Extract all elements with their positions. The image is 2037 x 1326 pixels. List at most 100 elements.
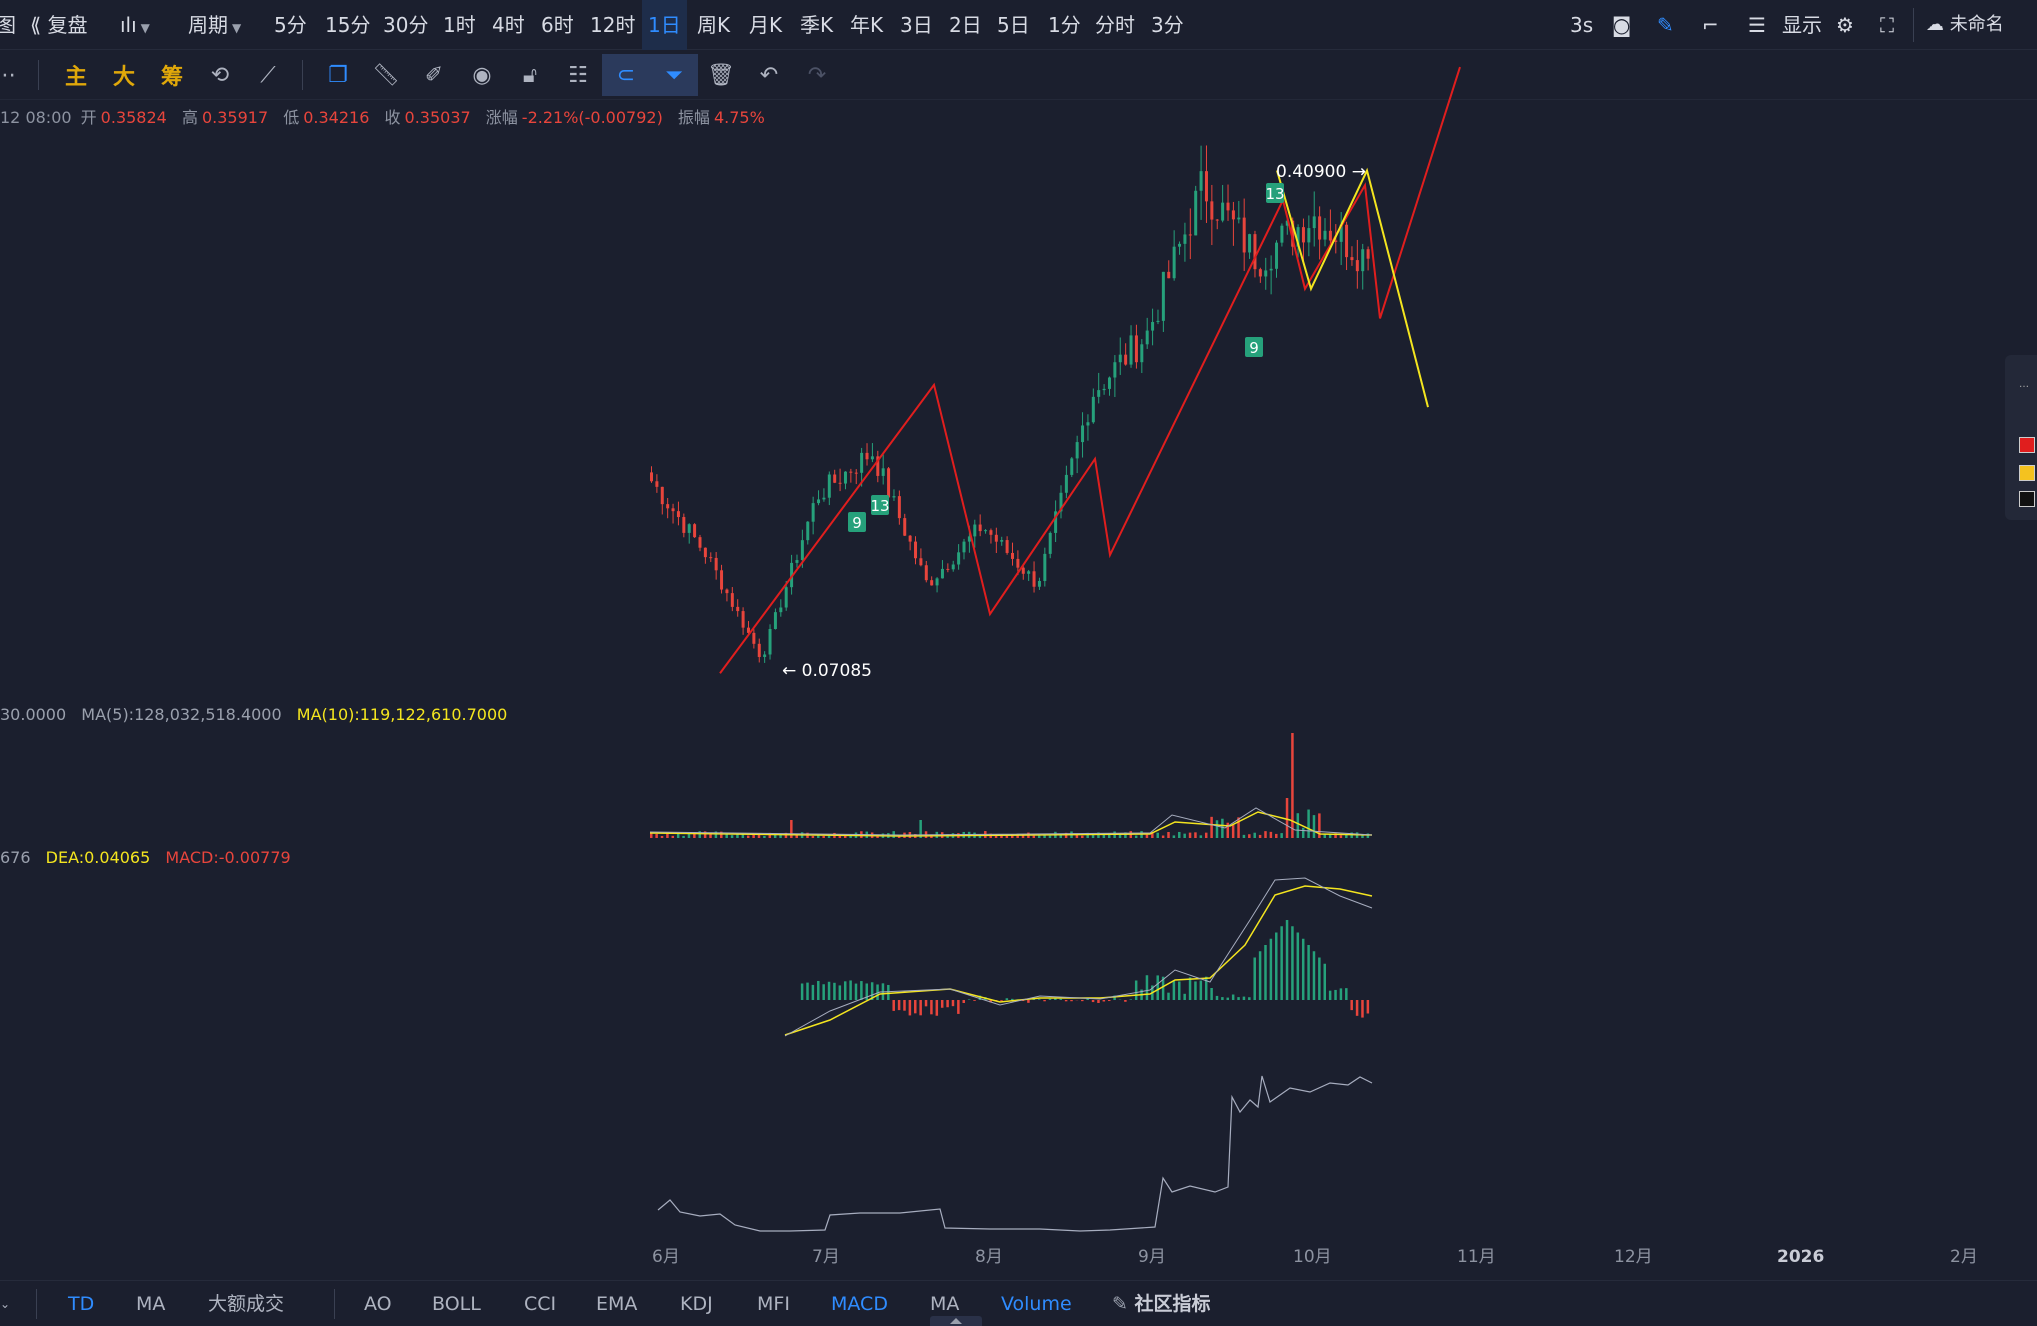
- visibility-icon[interactable]: ◉: [472, 62, 492, 88]
- candle-body: [924, 565, 928, 581]
- macd-bar: [1275, 932, 1278, 1000]
- tab-boll[interactable]: BOLL: [432, 1293, 481, 1315]
- period-2d[interactable]: 2日: [949, 13, 982, 37]
- tab-ma-sub[interactable]: MA: [930, 1293, 960, 1315]
- candle-body: [1081, 425, 1085, 443]
- sync-icon[interactable]: ⟲: [210, 62, 230, 88]
- period-6h[interactable]: 6时: [541, 13, 574, 37]
- tab-ao[interactable]: AO: [364, 1293, 392, 1315]
- tab-ma[interactable]: MA: [136, 1293, 166, 1315]
- period-month[interactable]: 月K: [749, 13, 783, 37]
- period-3m[interactable]: 3分: [1151, 13, 1184, 37]
- color-swatch-yellow[interactable]: [2019, 465, 2035, 481]
- period-timeshare[interactable]: 分时: [1095, 13, 1135, 37]
- tab-large-trades[interactable]: 大额成交: [208, 1293, 285, 1315]
- period-week[interactable]: 周K: [697, 13, 731, 37]
- candle-body: [1043, 553, 1047, 581]
- macd-bar: [1178, 981, 1181, 1000]
- tab-macd[interactable]: MACD: [831, 1293, 888, 1315]
- community-indicators-button[interactable]: ✎ 社区指标: [1112, 1281, 1211, 1326]
- candle-body: [790, 562, 794, 588]
- tab-ema[interactable]: EMA: [596, 1293, 638, 1315]
- magnet-icon[interactable]: ⊂: [602, 54, 650, 96]
- chips-button[interactable]: 筹: [160, 65, 183, 90]
- period-15m[interactable]: 15分: [325, 13, 371, 37]
- cloud-layout-button[interactable]: ☁ 未命名: [1926, 0, 2004, 50]
- candle-body: [930, 580, 934, 586]
- price-chart[interactable]: 0.40900 → ← 0.07085 9 13 9 13 6月 7月 8月 9月 1…: [0, 0, 2037, 1280]
- volume-bar: [1301, 827, 1305, 838]
- macd-bar: [833, 982, 836, 1000]
- macd-bar: [989, 1000, 992, 1003]
- period-5d[interactable]: 5日: [997, 13, 1030, 37]
- filter-icon[interactable]: ⏷: [650, 54, 698, 96]
- x-axis: 6月 7月 8月 9月 10月 11月 12月 2026 2月: [652, 1247, 1978, 1267]
- candle-body: [962, 541, 966, 553]
- volume-bar: [876, 835, 879, 838]
- volume-bar: [919, 820, 922, 838]
- color-swatch-black[interactable]: [2019, 491, 2035, 507]
- chart-type-dropdown[interactable]: ılı ▼: [120, 0, 150, 50]
- period-1h[interactable]: 1时: [443, 13, 476, 37]
- macd-bar: [1161, 976, 1165, 1000]
- x-tick: 7月: [812, 1247, 840, 1267]
- volume-bar: [1328, 834, 1332, 838]
- fullscreen-icon[interactable]: ⛶: [1880, 13, 1894, 37]
- tab-cci[interactable]: CCI: [524, 1293, 557, 1315]
- candle-body: [1355, 260, 1359, 272]
- copy-icon[interactable]: ❐: [328, 62, 348, 88]
- redo-icon[interactable]: ↷: [807, 62, 827, 88]
- settings-icon[interactable]: ⚙: [1836, 13, 1854, 37]
- volume-bar: [1231, 824, 1235, 838]
- unlock-icon[interactable]: 🔓︎: [522, 62, 538, 88]
- period-5m[interactable]: 5分: [274, 13, 307, 37]
- candle-body: [1237, 217, 1241, 220]
- macd-bar: [1134, 980, 1138, 1000]
- side-panel-stub[interactable]: …: [2005, 355, 2037, 520]
- camera-icon[interactable]: ◙: [1612, 13, 1632, 37]
- panel-collapse-handle[interactable]: [930, 1316, 982, 1326]
- candle-body: [1204, 171, 1208, 202]
- comment-icon[interactable]: ⌐: [1702, 13, 1719, 37]
- tab-kdj[interactable]: KDJ: [680, 1293, 713, 1315]
- ruler-icon[interactable]: 📏︎: [372, 62, 400, 88]
- tab-td[interactable]: TD: [68, 1293, 95, 1315]
- period-12h[interactable]: 12时: [590, 13, 636, 37]
- chevron-down-icon[interactable]: ⌄: [0, 1297, 11, 1311]
- edit-list-icon[interactable]: ☷: [568, 62, 588, 88]
- refresh-interval[interactable]: 3s: [1570, 13, 1594, 37]
- period-30m[interactable]: 30分: [383, 13, 429, 37]
- volume-bar: [1102, 834, 1106, 838]
- big-order-button[interactable]: 大: [112, 65, 135, 90]
- period-3d[interactable]: 3日: [900, 13, 933, 37]
- replay-button[interactable]: ⟪ 复盘: [30, 0, 87, 50]
- tab-mfi[interactable]: MFI: [757, 1293, 790, 1315]
- eraser-icon[interactable]: ✐: [424, 62, 444, 88]
- candle-body: [1091, 396, 1095, 423]
- open-label: 开: [80, 108, 97, 127]
- period-4h[interactable]: 4时: [492, 13, 525, 37]
- candle-body: [973, 524, 977, 537]
- list-icon[interactable]: ☰: [1748, 13, 1766, 37]
- macd-bar: [1064, 1000, 1068, 1002]
- period-1d[interactable]: 1日: [642, 0, 687, 50]
- period-quarter[interactable]: 季K: [800, 13, 834, 37]
- trend-tool-icon[interactable]: ⟋: [260, 62, 276, 88]
- chevron-down-icon: ▼: [140, 21, 150, 35]
- high-label: 高: [181, 108, 198, 127]
- macd-dif: 676: [0, 848, 31, 867]
- tab-volume[interactable]: Volume: [1001, 1293, 1072, 1315]
- color-swatch-red[interactable]: [2019, 437, 2035, 453]
- clipped-menu-label[interactable]: 图: [0, 13, 16, 37]
- period-1m[interactable]: 1分: [1048, 13, 1081, 37]
- pen-icon[interactable]: ✎: [1657, 13, 1674, 37]
- delete-icon[interactable]: 🗑︎: [707, 62, 735, 88]
- volume-bar: [1043, 834, 1046, 838]
- main-indicator-button[interactable]: 主: [64, 65, 87, 90]
- period-dropdown[interactable]: 周期 ▼: [188, 0, 241, 50]
- period-year[interactable]: 年K: [850, 13, 884, 37]
- display-menu[interactable]: 显示: [1782, 13, 1822, 37]
- undo-icon[interactable]: ↶: [759, 62, 779, 88]
- more-icon[interactable]: ⋯: [0, 62, 16, 88]
- macd-bar: [1210, 988, 1213, 1000]
